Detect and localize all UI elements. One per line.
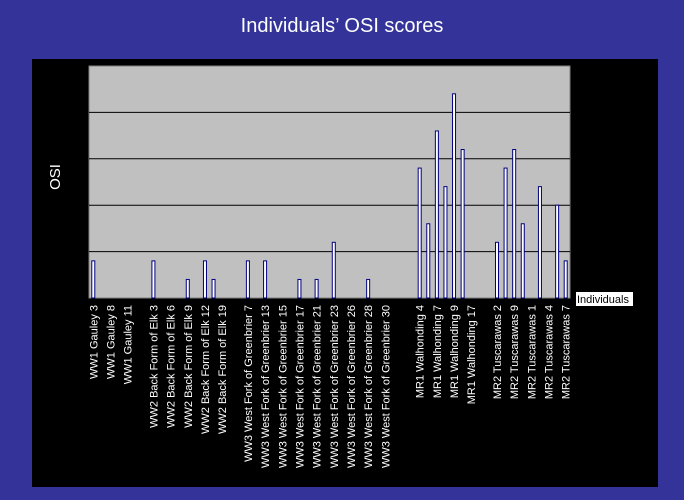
tick-label: MR2 Tuscarawas 2: [492, 305, 504, 399]
tick-label: WW3 West Fork of Greenbrier 21: [312, 305, 324, 468]
bar: [563, 260, 568, 299]
tick-label: WW2 Back Form of Elk 9: [183, 305, 195, 428]
tick-label: WW1 Gauley 11: [123, 305, 135, 384]
bar: [460, 149, 465, 299]
bar: [520, 223, 525, 299]
tick-label: MR2 Tuscarawas 9: [509, 305, 521, 399]
x-axis-label-background: [576, 292, 633, 306]
bar: [426, 223, 431, 299]
tick-label: MR1 Walhonding 17: [466, 305, 478, 404]
tick-label: WW3 West Fork of Greenbrier 13: [260, 305, 272, 468]
tick-label: WW3 West Fork of Greenbrier 15: [277, 305, 289, 468]
bar: [331, 241, 336, 299]
bar: [245, 260, 250, 299]
tick-label: WW2 Back Form of Elk 6: [166, 305, 178, 428]
tick-label: WW2 Back Form of Elk 12: [200, 305, 212, 434]
bar: [434, 130, 439, 299]
bar: [417, 167, 422, 299]
bar: [314, 278, 319, 299]
chart-title: Individuals’ OSI scores: [240, 15, 444, 37]
tick-label: MR1 Walhonding 9: [449, 305, 461, 398]
bar: [537, 186, 542, 299]
bar: [452, 93, 457, 299]
bar: [211, 278, 216, 299]
bar: [185, 278, 190, 299]
tick-label: MR2 Tuscarawas 4: [544, 305, 556, 399]
tick-label: WW3 West Fork of Greenbrier 7: [243, 305, 255, 462]
bar: [555, 204, 560, 299]
tick-label: WW3 West Fork of Greenbrier 17: [294, 305, 306, 468]
bar: [263, 260, 268, 299]
tick-label: WW3 West Fork of Greenbrier 23: [329, 305, 341, 468]
bar: [512, 149, 517, 299]
plot-area: [88, 65, 571, 299]
tick-label: MR2 Tuscarawas 1: [526, 305, 538, 399]
tick-label: MR2 Tuscarawas 7: [561, 305, 573, 399]
bar: [297, 278, 302, 299]
tick-label: WW3 West Fork of Greenbrier 28: [363, 305, 375, 468]
tick-label: WW1 Gauley 8: [105, 305, 117, 379]
x-axis-label: Individuals: [577, 294, 629, 306]
bar: [366, 278, 371, 299]
bar: [202, 260, 207, 299]
y-axis-label: OSI: [47, 164, 64, 190]
tick-label: WW3 West Fork of Greenbrier 30: [380, 305, 392, 468]
tick-label: WW2 Back Form of Elk 3: [148, 305, 160, 428]
tick-label: WW3 West Fork of Greenbrier 26: [346, 305, 358, 468]
tick-label: MR1 Walhonding 7: [432, 305, 444, 398]
bar: [503, 167, 508, 299]
tick-label: WW2 Back Form of Elk 19: [217, 305, 229, 434]
bar: [91, 260, 96, 299]
tick-label: MR1 Walhonding 4: [415, 305, 427, 398]
bar: [151, 260, 156, 299]
tick-label: WW1 Gauley 3: [88, 305, 100, 379]
bar: [443, 186, 448, 299]
bar: [494, 241, 499, 299]
